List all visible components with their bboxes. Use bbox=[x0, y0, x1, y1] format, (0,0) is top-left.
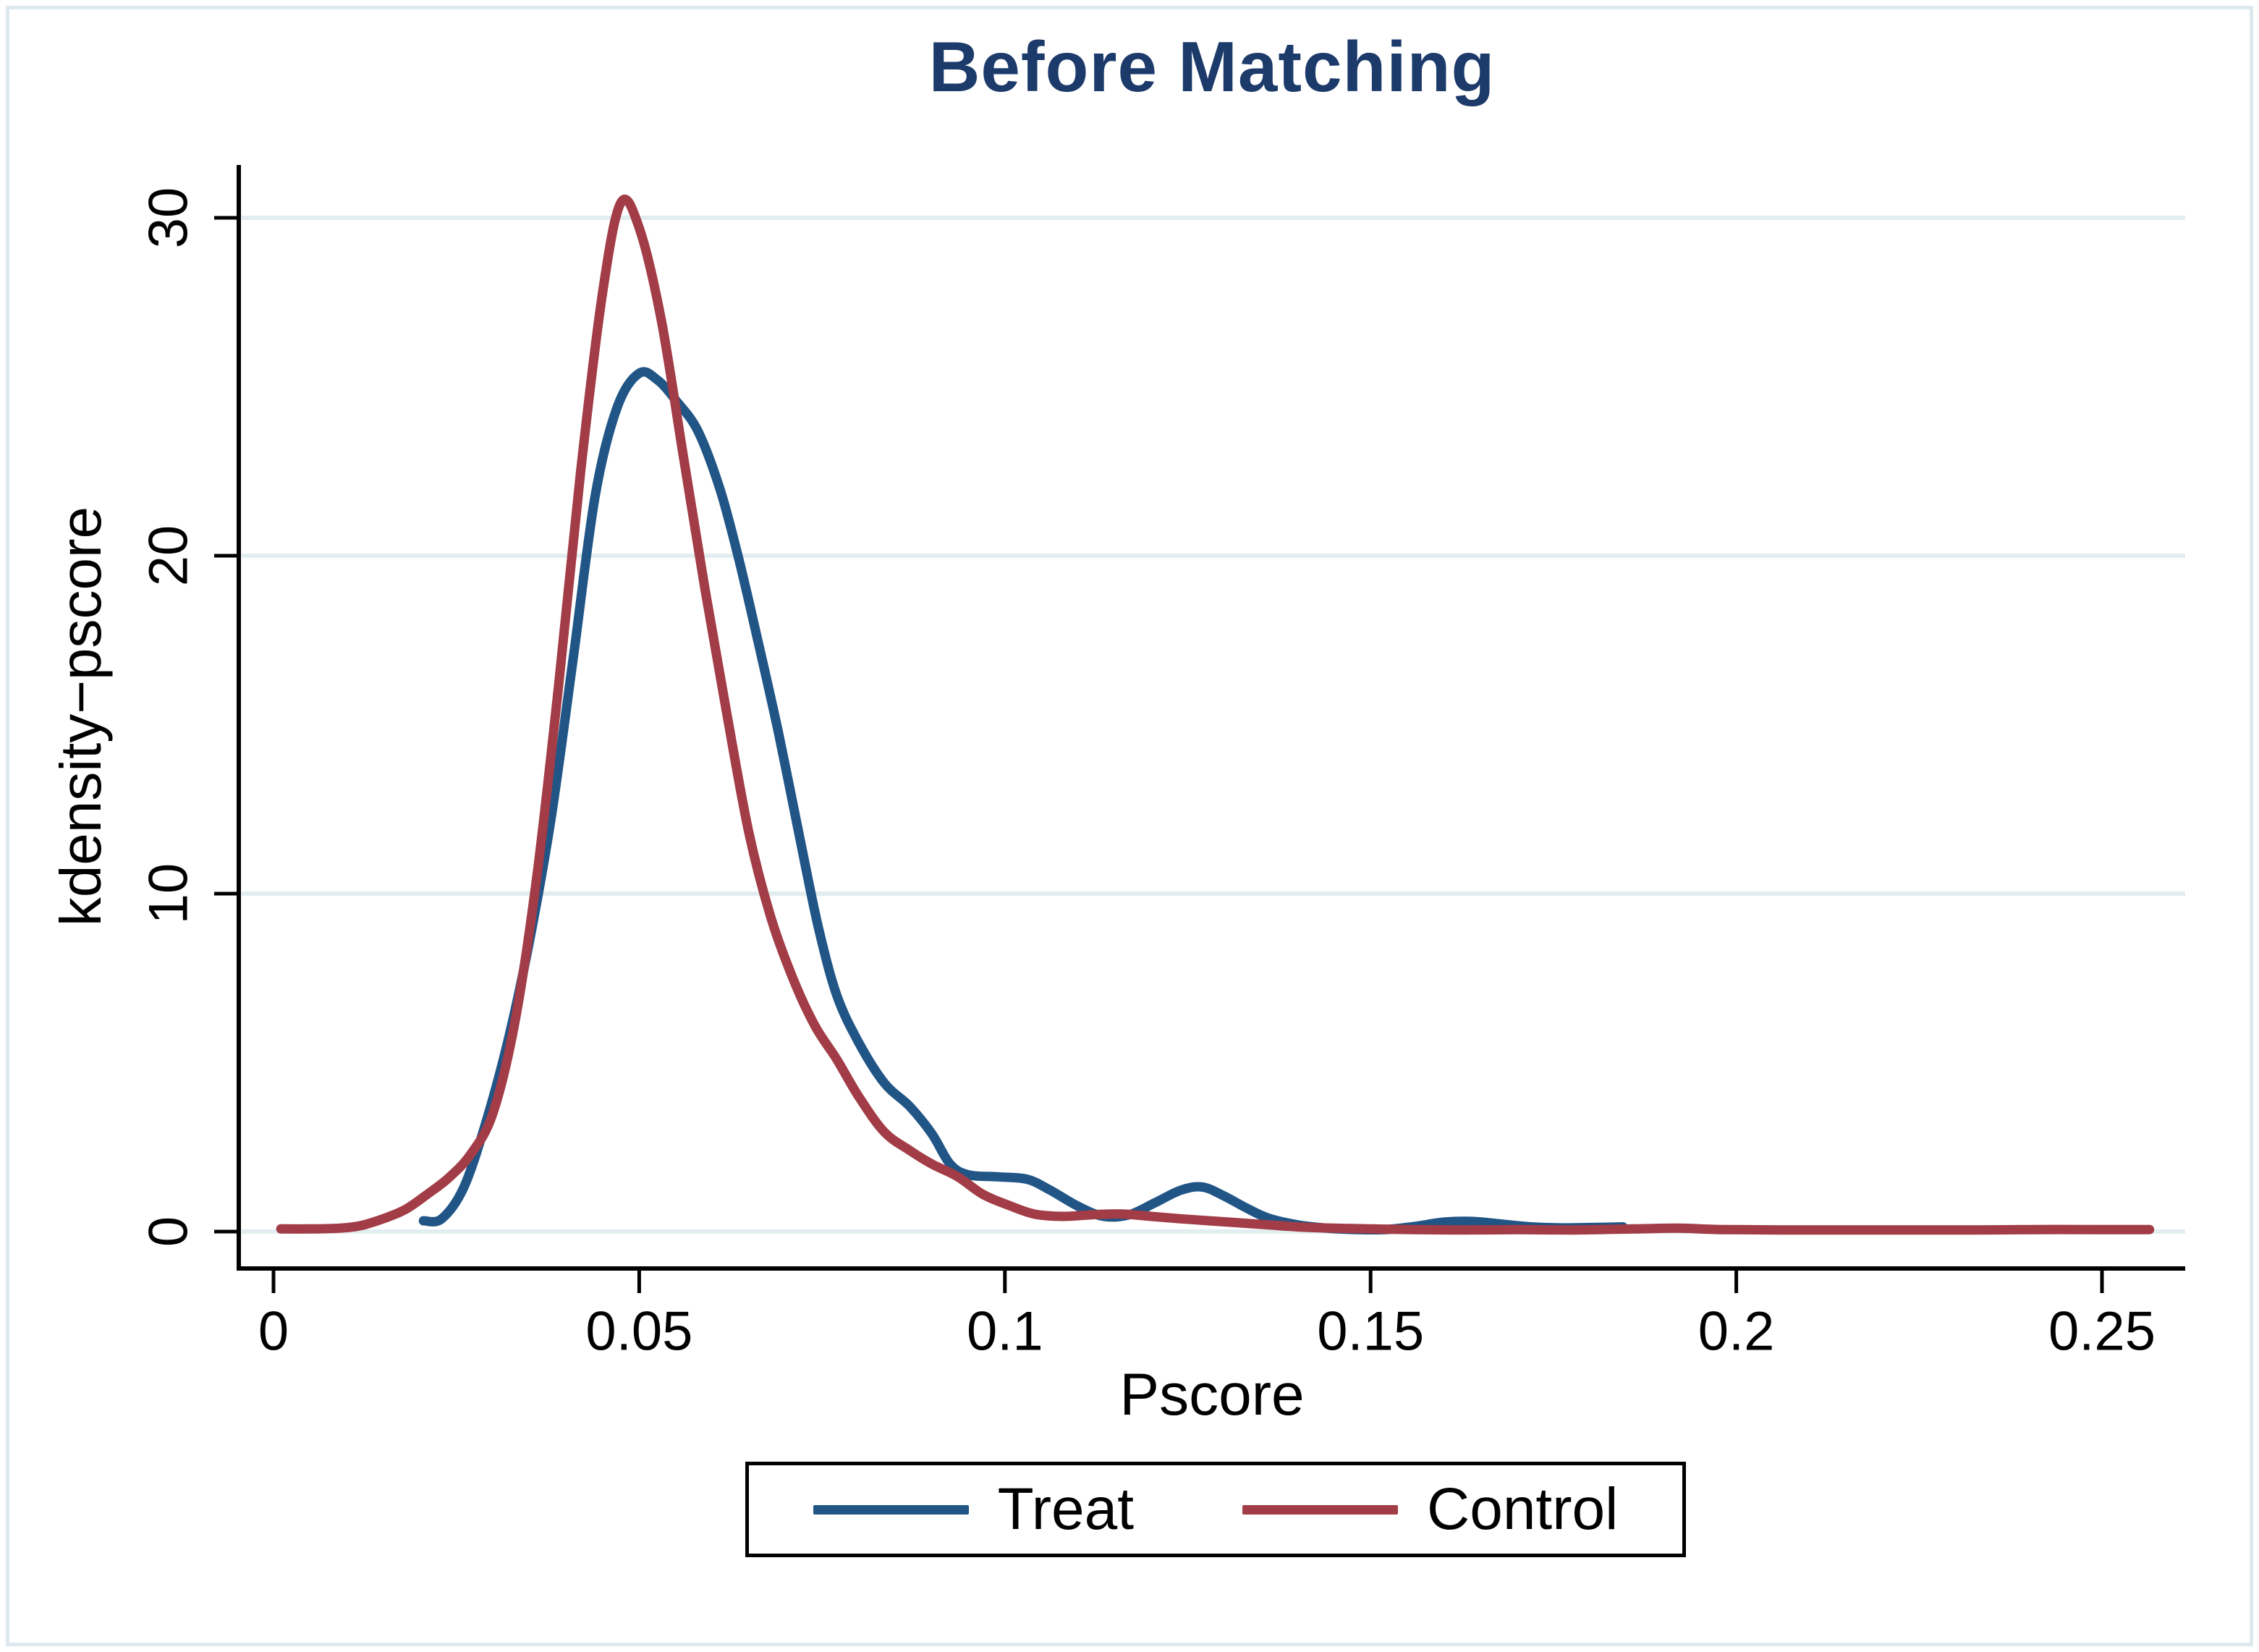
control-density-curve bbox=[276, 194, 2155, 1235]
x-tick-label: 0.25 bbox=[2048, 1300, 2156, 1363]
y-tick-label: 0 bbox=[137, 1216, 200, 1248]
legend-label-treat: Treat bbox=[997, 1476, 1134, 1542]
legend-entry-treat: Treat bbox=[813, 1475, 1134, 1543]
y-axis-title: kdensity−pscore bbox=[48, 506, 113, 927]
x-tick-label: 0.05 bbox=[585, 1300, 693, 1363]
x-axis-title: Pscore bbox=[1119, 1362, 1305, 1428]
treat-density-curve bbox=[418, 367, 1628, 1235]
y-tick-label: 10 bbox=[137, 863, 200, 925]
x-tick-label: 0 bbox=[258, 1300, 289, 1363]
y-tick-label: 30 bbox=[137, 187, 200, 249]
treat-line-swatch bbox=[813, 1504, 969, 1515]
legend: Treat Control bbox=[745, 1462, 1686, 1557]
chart-title: Before Matching bbox=[928, 27, 1496, 106]
x-tick-label: 0.2 bbox=[1698, 1300, 1775, 1363]
control-line-swatch bbox=[1242, 1504, 1398, 1515]
y-tick-label: 20 bbox=[137, 525, 200, 587]
legend-entry-control: Control bbox=[1242, 1475, 1618, 1543]
x-tick-label: 0.1 bbox=[966, 1300, 1043, 1363]
x-tick-label: 0.15 bbox=[1317, 1300, 1425, 1363]
legend-label-control: Control bbox=[1427, 1476, 1619, 1542]
